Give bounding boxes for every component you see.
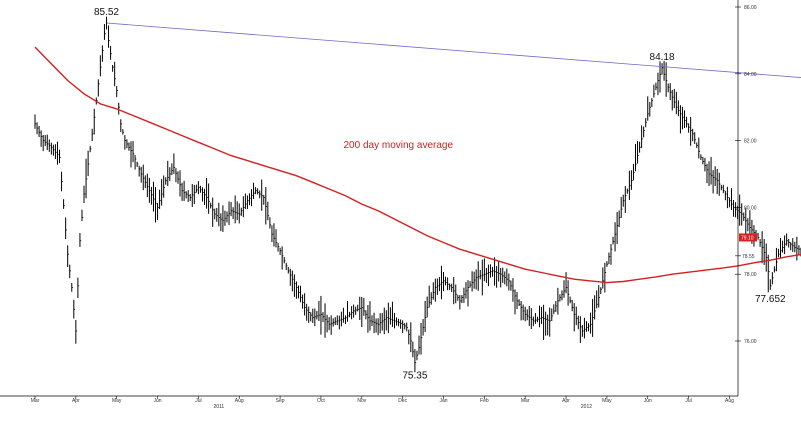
- y-tick-label: 80.00: [744, 205, 757, 211]
- moving-average-line: [34, 46, 801, 284]
- x-tick-label: May: [602, 398, 612, 404]
- y-tick-label: 84.00: [744, 72, 757, 78]
- x-tick-label: Sep: [276, 398, 285, 404]
- year-label: 2011: [213, 404, 224, 410]
- x-tick-label: Feb: [480, 398, 489, 404]
- x-tick-label: Jul: [195, 398, 201, 404]
- x-tick-label: Mar: [31, 398, 40, 404]
- resistance-line: [106, 22, 801, 78]
- x-tick-label: Jan: [439, 398, 447, 404]
- ma-value-label: 79.10: [741, 235, 754, 241]
- x-tick-label: Nov: [357, 398, 366, 404]
- y-tick-label: 78.00: [744, 272, 757, 278]
- x-tick-label: Apr: [72, 398, 80, 404]
- plot-area: [34, 16, 801, 373]
- y-tick-label: 86.00: [744, 5, 757, 11]
- price-annotation: 84.18: [650, 52, 675, 63]
- x-tick-label: Apr: [562, 398, 570, 404]
- x-tick-label: Aug: [725, 398, 734, 404]
- y-axis: 86.00 84.00 82.00 80.00 78.00 76.00 79.10 78.55: [735, 5, 757, 345]
- price-annotation: 85.52: [94, 7, 119, 18]
- x-tick-label: May: [112, 398, 122, 404]
- x-tick-label: Aug: [235, 398, 244, 404]
- price-annotation: 75.35: [402, 371, 427, 382]
- x-tick-label: Mar: [521, 398, 530, 404]
- year-label: 2012: [581, 404, 592, 410]
- ma-value-badge: [739, 233, 757, 242]
- y-tick-label: 76.00: [744, 339, 757, 345]
- price-annotation: 77.652: [755, 294, 786, 305]
- x-tick-label: Dec: [398, 398, 407, 404]
- x-tick-label: Jun: [644, 398, 652, 404]
- moving-average-label: 200 day moving average: [344, 140, 454, 151]
- x-tick-label: Jun: [154, 398, 162, 404]
- price-value-label: 78.55: [742, 254, 755, 260]
- x-tick-label: Jul: [685, 398, 691, 404]
- x-axis: Mar Apr May Jun Jul Aug Sep Oct Nov Dec Jan Feb Mar A…: [31, 396, 734, 410]
- y-tick-label: 82.00: [744, 139, 757, 145]
- x-tick-label: Oct: [317, 398, 325, 404]
